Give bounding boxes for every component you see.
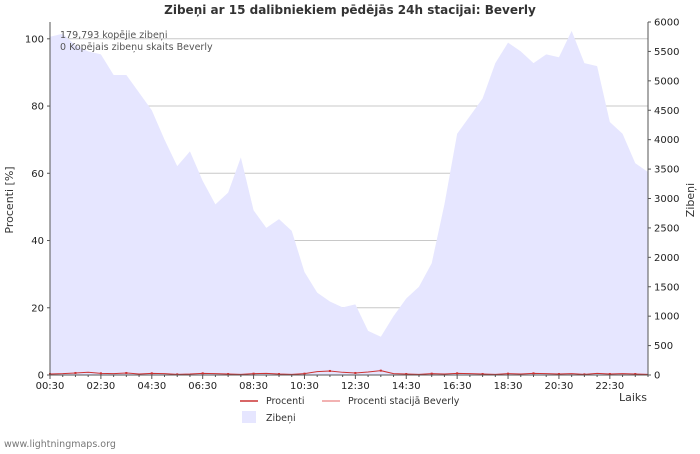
- left-tick-2: 40: [31, 236, 44, 247]
- percent-point-28: [405, 372, 408, 375]
- x-tick-8: 16:30: [443, 381, 472, 392]
- percent-line: [49, 370, 649, 375]
- legend-item-strikes: Zibeņi: [242, 411, 296, 424]
- info-total-strikes: 179,793 kopējie zibeņi: [60, 30, 167, 41]
- left-tick-1: 20: [31, 303, 44, 314]
- legend-label-percent: Procenti: [266, 396, 305, 407]
- percent-point-22: [328, 369, 331, 372]
- percent-point-36: [507, 372, 510, 375]
- x-tick-labels: 00:30 02:30 04:30 06:30 08:30 10:30 12:30 14:30…: [36, 375, 649, 392]
- right-tick-2: 1000: [654, 312, 679, 323]
- percent-point-34: [481, 372, 484, 375]
- y-axis-label-left: Procenti [%]: [3, 166, 16, 233]
- percent-point-6: [125, 371, 128, 374]
- footer-watermark: www.lightningmaps.org: [4, 439, 116, 450]
- x-tick-0: 00:30: [36, 381, 65, 392]
- right-tick-0: 0: [654, 371, 660, 382]
- percent-point-8: [150, 372, 153, 375]
- percent-point-40: [557, 372, 560, 375]
- legend: Procenti Procenti stacijā Beverly Zibeņi: [240, 396, 460, 424]
- percent-point-30: [430, 372, 433, 375]
- legend-item-station-percent: Procenti stacijā Beverly: [322, 396, 460, 407]
- chart-title: Zibeņi ar 15 dalibniekiem pēdējās 24h st…: [164, 3, 536, 17]
- left-tick-4: 80: [31, 102, 44, 113]
- x-tick-1: 02:30: [86, 381, 115, 392]
- x-tick-9: 18:30: [494, 381, 523, 392]
- right-tick-11: 5500: [654, 47, 679, 58]
- info-station-strikes: 0 Kopējais zibeņu skaits Beverly: [60, 42, 213, 53]
- percent-point-26: [379, 369, 382, 372]
- right-tick-12: 6000: [654, 18, 679, 29]
- x-tick-5: 10:30: [290, 381, 319, 392]
- right-tick-9: 4500: [654, 106, 679, 117]
- right-tick-labels: 0 500 1000 1500 2000 2500 3000 3500 4000 4500 5000…: [648, 18, 679, 382]
- right-tick-5: 2500: [654, 223, 679, 234]
- x-tick-4: 08:30: [239, 381, 268, 392]
- x-axis-label: Laiks: [619, 391, 647, 404]
- legend-swatch-strikes: [242, 411, 256, 423]
- percent-point-14: [227, 372, 230, 375]
- percent-point-44: [608, 372, 611, 375]
- right-tick-3: 1500: [654, 282, 679, 293]
- legend-item-percent: Procenti: [240, 396, 305, 407]
- right-tick-10: 5000: [654, 76, 679, 87]
- legend-label-station-percent: Procenti stacijā Beverly: [348, 396, 460, 407]
- percent-point-38: [532, 372, 535, 375]
- percent-point-2: [74, 371, 77, 374]
- left-tick-0: 0: [38, 371, 44, 382]
- right-tick-6: 3000: [654, 194, 679, 205]
- percent-point-4: [99, 372, 102, 375]
- x-tick-3: 06:30: [188, 381, 217, 392]
- percent-point-32: [456, 372, 459, 375]
- percent-point-16: [252, 372, 255, 375]
- percent-point-20: [303, 372, 306, 375]
- right-tick-4: 2000: [654, 253, 679, 264]
- right-tick-8: 4000: [654, 135, 679, 146]
- percent-point-46: [634, 372, 637, 375]
- x-tick-6: 12:30: [341, 381, 370, 392]
- left-tick-3: 60: [31, 169, 44, 180]
- legend-label-strikes: Zibeņi: [266, 413, 296, 424]
- percent-point-10: [176, 373, 179, 376]
- y-axis-label-right: Zibeņi: [684, 183, 697, 217]
- percent-point-42: [583, 373, 586, 376]
- percent-point-24: [354, 371, 357, 374]
- right-tick-7: 3500: [654, 165, 679, 176]
- x-tick-10: 20:30: [545, 381, 574, 392]
- x-tick-7: 14:30: [392, 381, 421, 392]
- x-tick-11: 22:30: [595, 381, 624, 392]
- x-tick-2: 04:30: [137, 381, 166, 392]
- percent-point-18: [278, 372, 281, 375]
- area-layer: [50, 30, 648, 375]
- right-tick-1: 500: [654, 341, 673, 352]
- left-tick-labels: 0 20 40 60 80 100: [25, 34, 50, 382]
- strikes-area: [50, 30, 648, 375]
- percent-point-12: [201, 372, 204, 375]
- left-tick-5: 100: [25, 34, 44, 45]
